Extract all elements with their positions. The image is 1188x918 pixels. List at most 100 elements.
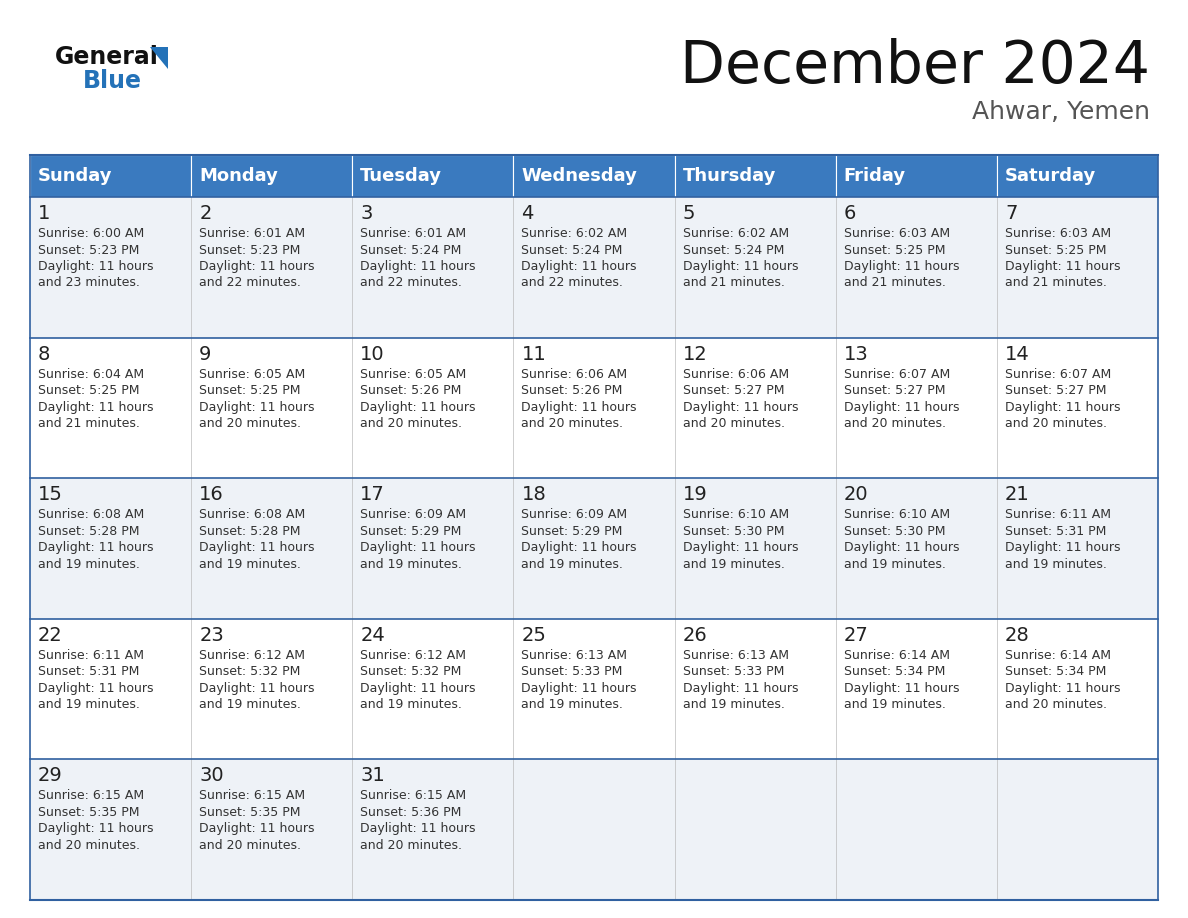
Text: Sunrise: 6:14 AM: Sunrise: 6:14 AM [843, 649, 949, 662]
Text: Sunrise: 6:13 AM: Sunrise: 6:13 AM [522, 649, 627, 662]
Text: Sunset: 5:24 PM: Sunset: 5:24 PM [522, 243, 623, 256]
Text: Sunset: 5:34 PM: Sunset: 5:34 PM [843, 666, 946, 678]
Text: and 20 minutes.: and 20 minutes. [200, 839, 302, 852]
Text: Daylight: 11 hours: Daylight: 11 hours [200, 260, 315, 273]
Text: and 21 minutes.: and 21 minutes. [843, 276, 946, 289]
Text: and 21 minutes.: and 21 minutes. [683, 276, 784, 289]
Bar [191, 619, 353, 759]
Text: Sunrise: 6:02 AM: Sunrise: 6:02 AM [522, 227, 627, 240]
Bar [191, 197, 353, 338]
Text: Daylight: 11 hours: Daylight: 11 hours [38, 823, 153, 835]
Text: 17: 17 [360, 486, 385, 504]
Bar [30, 197, 191, 338]
Text: Sunset: 5:24 PM: Sunset: 5:24 PM [683, 243, 784, 256]
Text: 29: 29 [38, 767, 63, 786]
Bar [513, 338, 675, 478]
Text: Sunset: 5:29 PM: Sunset: 5:29 PM [360, 525, 462, 538]
Text: Daylight: 11 hours: Daylight: 11 hours [522, 542, 637, 554]
Text: Sunrise: 6:05 AM: Sunrise: 6:05 AM [200, 367, 305, 381]
Text: Sunrise: 6:01 AM: Sunrise: 6:01 AM [200, 227, 305, 240]
Text: 21: 21 [1005, 486, 1030, 504]
Text: Daylight: 11 hours: Daylight: 11 hours [843, 260, 959, 273]
Bar [30, 338, 191, 478]
Text: Daylight: 11 hours: Daylight: 11 hours [843, 682, 959, 695]
Text: Sunset: 5:23 PM: Sunset: 5:23 PM [200, 243, 301, 256]
Text: Sunset: 5:31 PM: Sunset: 5:31 PM [1005, 525, 1106, 538]
Text: 9: 9 [200, 344, 211, 364]
Text: Sunset: 5:23 PM: Sunset: 5:23 PM [38, 243, 139, 256]
Text: Sunrise: 6:08 AM: Sunrise: 6:08 AM [38, 509, 144, 521]
Bar [191, 338, 353, 478]
Bar [513, 759, 675, 900]
Text: Wednesday: Wednesday [522, 167, 637, 185]
Text: 15: 15 [38, 486, 63, 504]
Text: Sunrise: 6:11 AM: Sunrise: 6:11 AM [38, 649, 144, 662]
Text: December 2024: December 2024 [680, 38, 1150, 95]
Bar [353, 197, 513, 338]
Text: 22: 22 [38, 626, 63, 644]
Text: Daylight: 11 hours: Daylight: 11 hours [843, 542, 959, 554]
Bar [835, 197, 997, 338]
Text: 27: 27 [843, 626, 868, 644]
Text: 12: 12 [683, 344, 707, 364]
Text: and 19 minutes.: and 19 minutes. [200, 699, 301, 711]
Text: Daylight: 11 hours: Daylight: 11 hours [1005, 542, 1120, 554]
Text: Sunrise: 6:09 AM: Sunrise: 6:09 AM [360, 509, 467, 521]
Text: 25: 25 [522, 626, 546, 644]
Bar [675, 155, 835, 197]
Text: Thursday: Thursday [683, 167, 776, 185]
Text: Friday: Friday [843, 167, 906, 185]
Text: and 21 minutes.: and 21 minutes. [38, 417, 140, 431]
Text: and 19 minutes.: and 19 minutes. [683, 699, 784, 711]
Bar [835, 155, 997, 197]
Text: Sunrise: 6:15 AM: Sunrise: 6:15 AM [360, 789, 467, 802]
Text: and 19 minutes.: and 19 minutes. [683, 558, 784, 571]
Text: Sunrise: 6:02 AM: Sunrise: 6:02 AM [683, 227, 789, 240]
Text: 2: 2 [200, 204, 211, 223]
Text: and 22 minutes.: and 22 minutes. [200, 276, 301, 289]
Text: and 20 minutes.: and 20 minutes. [360, 839, 462, 852]
Text: Daylight: 11 hours: Daylight: 11 hours [360, 260, 476, 273]
Bar [353, 338, 513, 478]
Text: Daylight: 11 hours: Daylight: 11 hours [360, 400, 476, 414]
Text: Daylight: 11 hours: Daylight: 11 hours [38, 542, 153, 554]
Text: Sunset: 5:27 PM: Sunset: 5:27 PM [1005, 384, 1106, 397]
Bar [835, 478, 997, 619]
Text: and 20 minutes.: and 20 minutes. [360, 417, 462, 431]
Text: and 20 minutes.: and 20 minutes. [1005, 417, 1107, 431]
Text: Sunset: 5:24 PM: Sunset: 5:24 PM [360, 243, 462, 256]
Text: Sunset: 5:34 PM: Sunset: 5:34 PM [1005, 666, 1106, 678]
Text: Daylight: 11 hours: Daylight: 11 hours [200, 400, 315, 414]
Text: and 22 minutes.: and 22 minutes. [360, 276, 462, 289]
Bar [30, 619, 191, 759]
Text: Sunset: 5:32 PM: Sunset: 5:32 PM [360, 666, 462, 678]
Text: and 19 minutes.: and 19 minutes. [522, 699, 624, 711]
Text: Sunset: 5:27 PM: Sunset: 5:27 PM [843, 384, 946, 397]
Bar [675, 759, 835, 900]
Text: Daylight: 11 hours: Daylight: 11 hours [683, 542, 798, 554]
Text: Sunset: 5:25 PM: Sunset: 5:25 PM [200, 384, 301, 397]
Text: Sunset: 5:29 PM: Sunset: 5:29 PM [522, 525, 623, 538]
Bar [835, 759, 997, 900]
Bar [191, 759, 353, 900]
Text: Sunrise: 6:14 AM: Sunrise: 6:14 AM [1005, 649, 1111, 662]
Text: Blue: Blue [83, 69, 143, 93]
Text: and 20 minutes.: and 20 minutes. [683, 417, 784, 431]
Bar [353, 619, 513, 759]
Text: Sunset: 5:33 PM: Sunset: 5:33 PM [683, 666, 784, 678]
Bar [675, 478, 835, 619]
Bar [191, 155, 353, 197]
Text: and 20 minutes.: and 20 minutes. [1005, 699, 1107, 711]
Bar [997, 619, 1158, 759]
Text: Sunset: 5:30 PM: Sunset: 5:30 PM [843, 525, 946, 538]
Text: and 21 minutes.: and 21 minutes. [1005, 276, 1107, 289]
Text: Sunset: 5:36 PM: Sunset: 5:36 PM [360, 806, 462, 819]
Bar [997, 759, 1158, 900]
Text: 26: 26 [683, 626, 707, 644]
Text: Daylight: 11 hours: Daylight: 11 hours [360, 823, 476, 835]
Text: Sunrise: 6:05 AM: Sunrise: 6:05 AM [360, 367, 467, 381]
Text: and 20 minutes.: and 20 minutes. [843, 417, 946, 431]
Text: and 19 minutes.: and 19 minutes. [1005, 558, 1107, 571]
Text: and 19 minutes.: and 19 minutes. [360, 558, 462, 571]
Text: and 23 minutes.: and 23 minutes. [38, 276, 140, 289]
